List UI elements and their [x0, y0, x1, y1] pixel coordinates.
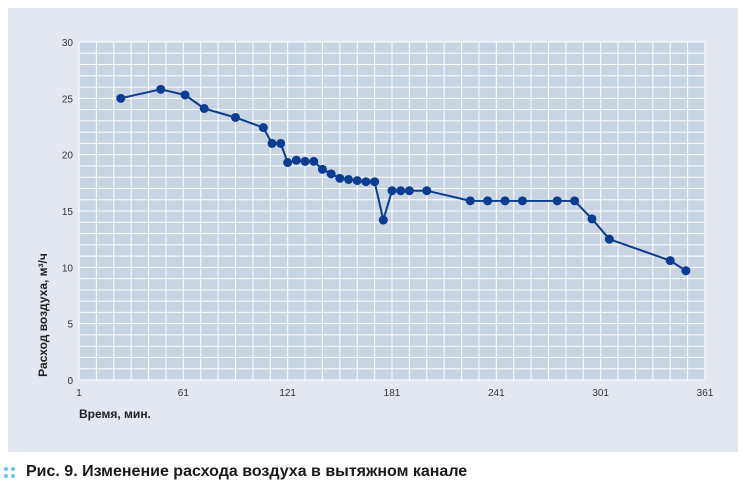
- data-point: [404, 186, 414, 196]
- y-tick-label: 5: [67, 320, 73, 331]
- x-tick-label: 181: [384, 388, 401, 399]
- data-point: [291, 155, 301, 165]
- data-point: [665, 256, 675, 266]
- y-axis-ticks: 0 5 10 15 20 25 30: [62, 38, 74, 387]
- caption-text-wrap: Рис. 9. Изменение расхода воздуха в вытя…: [26, 463, 467, 481]
- data-point: [344, 174, 354, 184]
- data-point: [422, 186, 432, 196]
- data-point: [352, 176, 362, 186]
- data-point: [267, 138, 277, 148]
- y-axis-title: Расход воздуха, м³/ч: [36, 253, 50, 377]
- x-axis-title: Время, мин.: [79, 407, 151, 421]
- y-tick-label: 25: [62, 94, 74, 105]
- x-tick-label: 301: [592, 388, 609, 399]
- data-point: [276, 138, 286, 148]
- data-point: [483, 196, 493, 206]
- data-point: [387, 186, 397, 196]
- y-tick-label: 30: [62, 38, 74, 49]
- data-point: [283, 158, 293, 168]
- x-tick-label: 1: [76, 388, 82, 399]
- data-point: [180, 90, 190, 100]
- data-point: [552, 196, 562, 206]
- data-point: [335, 173, 345, 183]
- x-tick-label: 361: [697, 388, 714, 399]
- caption-label: Рис. 9.: [26, 463, 78, 480]
- caption-bullet-icon: [4, 465, 18, 479]
- data-point: [309, 156, 319, 166]
- data-point: [396, 186, 406, 196]
- data-point: [465, 196, 475, 206]
- x-tick-label: 241: [488, 388, 505, 399]
- y-tick-label: 0: [67, 376, 73, 387]
- data-point: [231, 112, 240, 122]
- data-point: [199, 103, 209, 113]
- figure-caption: Рис. 9. Изменение расхода воздуха в вытя…: [0, 460, 746, 484]
- data-point: [681, 266, 691, 276]
- data-point: [570, 196, 580, 206]
- data-point: [361, 177, 371, 187]
- x-tick-label: 61: [178, 388, 190, 399]
- y-tick-label: 15: [62, 207, 74, 218]
- x-tick-label: 121: [279, 388, 296, 399]
- caption-body: Изменение расхода воздуха в вытяжном кан…: [82, 463, 468, 480]
- series-points: [116, 84, 691, 276]
- data-point: [317, 164, 327, 174]
- data-point: [116, 93, 126, 103]
- y-tick-label: 20: [62, 151, 74, 162]
- data-point: [300, 156, 310, 166]
- data-point: [156, 84, 166, 94]
- data-point: [378, 215, 388, 225]
- data-point: [258, 123, 268, 133]
- data-point: [587, 214, 597, 224]
- x-axis-ticks: 1 61 121 181 241 301 361: [76, 388, 714, 399]
- data-point: [370, 177, 380, 187]
- data-point: [500, 196, 510, 206]
- y-tick-label: 10: [62, 263, 74, 274]
- data-point: [604, 234, 614, 244]
- data-point: [517, 196, 527, 206]
- data-point: [326, 169, 336, 179]
